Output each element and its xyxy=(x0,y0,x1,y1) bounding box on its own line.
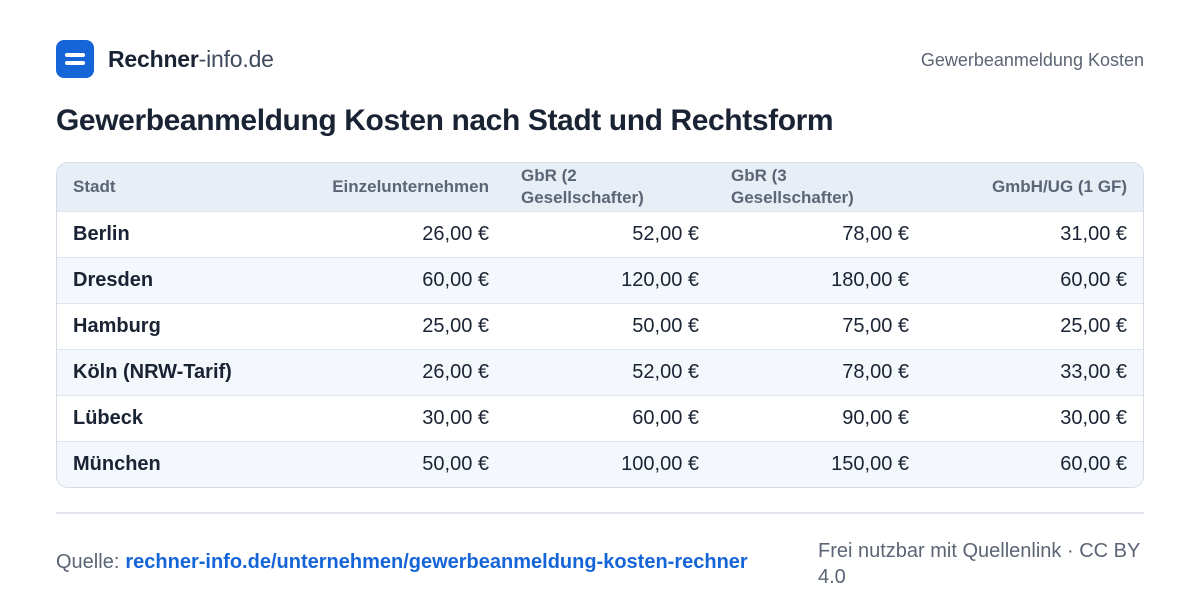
cell-city: Dresden xyxy=(73,268,154,291)
page-title: Gewerbeanmeldung Kosten nach Stadt und R… xyxy=(56,104,834,137)
column-header-einzelunternehmen: Einzelunternehmen xyxy=(332,176,489,196)
footer-divider xyxy=(56,512,1144,514)
table-row: Köln (NRW-Tarif) 26,00 € 52,00 € 78,00 €… xyxy=(57,349,1143,395)
cell-city: Berlin xyxy=(73,222,130,245)
column-header-gbr-3: GbR (3 Gesellschafter) xyxy=(731,165,854,207)
cell-gmbh-ug: 31,00 € xyxy=(1060,222,1127,245)
cell-gmbh-ug: 60,00 € xyxy=(1060,268,1127,291)
cell-city: Lübeck xyxy=(73,406,144,429)
cell-gbr-3: 78,00 € xyxy=(842,222,909,245)
cell-gbr-3: 78,00 € xyxy=(842,360,909,383)
cell-gbr-2: 50,00 € xyxy=(632,314,699,337)
column-header-stadt: Stadt xyxy=(73,176,116,196)
table-header-row: Stadt Einzelunternehmen GbR (2 Gesellsch… xyxy=(57,163,1143,211)
cell-city: München xyxy=(73,452,161,475)
cell-gbr-2: 120,00 € xyxy=(621,268,699,291)
logo-bar-bottom xyxy=(65,61,85,65)
table-row: Dresden 60,00 € 120,00 € 180,00 € 60,00 … xyxy=(57,257,1143,303)
cell-einzelunternehmen: 60,00 € xyxy=(422,268,489,291)
site-header: Rechner-info.de Gewerbeanmeldung Kosten xyxy=(56,40,1144,78)
page-label: Gewerbeanmeldung Kosten xyxy=(920,50,1144,70)
site-logo[interactable]: Rechner-info.de xyxy=(56,40,274,78)
cell-gmbh-ug: 60,00 € xyxy=(1060,452,1127,475)
table-row: Lübeck 30,00 € 60,00 € 90,00 € 30,00 € xyxy=(57,395,1143,441)
cell-einzelunternehmen: 26,00 € xyxy=(422,222,489,245)
cost-table-container: Stadt Einzelunternehmen GbR (2 Gesellsch… xyxy=(56,162,1144,488)
table-row: München 50,00 € 100,00 € 150,00 € 60,00 … xyxy=(57,441,1143,487)
cell-gbr-2: 60,00 € xyxy=(632,406,699,429)
footer: Quelle: rechner-info.de/unternehmen/gewer… xyxy=(56,538,1144,592)
cell-einzelunternehmen: 30,00 € xyxy=(422,406,489,429)
column-header-gbr-2: GbR (2 Gesellschafter) xyxy=(521,165,644,207)
cell-gmbh-ug: 30,00 € xyxy=(1060,406,1127,429)
table-row: Hamburg 25,00 € 50,00 € 75,00 € 25,00 € xyxy=(57,303,1143,349)
logo-wordmark: Rechner-info.de xyxy=(108,40,274,78)
cell-gbr-3: 75,00 € xyxy=(842,314,909,337)
cell-einzelunternehmen: 25,00 € xyxy=(422,314,489,337)
cell-einzelunternehmen: 50,00 € xyxy=(422,452,489,475)
cell-gbr-3: 180,00 € xyxy=(831,268,909,291)
cell-city: Köln (NRW-Tarif) xyxy=(73,360,232,383)
rechner-logo-icon xyxy=(56,40,94,78)
source-link[interactable]: rechner-info.de/unternehmen/gewerbeanmel… xyxy=(125,551,748,573)
logo-wordmark-light: -info.de xyxy=(198,46,274,72)
cell-gbr-3: 150,00 € xyxy=(831,452,909,475)
cell-einzelunternehmen: 26,00 € xyxy=(422,360,489,383)
cell-gbr-2: 100,00 € xyxy=(621,452,699,475)
logo-bar-top xyxy=(65,53,85,57)
source-line: Quelle: rechner-info.de/unternehmen/gewer… xyxy=(56,551,748,574)
table-row: Berlin 26,00 € 52,00 € 78,00 € 31,00 € xyxy=(57,211,1143,257)
cell-city: Hamburg xyxy=(73,314,161,337)
logo-wordmark-strong: Rechner xyxy=(108,46,199,72)
cell-gbr-3: 90,00 € xyxy=(842,406,909,429)
cost-table: Stadt Einzelunternehmen GbR (2 Gesellsch… xyxy=(57,163,1143,487)
source-label: Quelle: xyxy=(56,551,120,573)
cell-gbr-2: 52,00 € xyxy=(632,360,699,383)
cell-gmbh-ug: 25,00 € xyxy=(1060,314,1127,337)
license-text: Frei nutzbar mit Quellenlink · CC BY 4.0 xyxy=(818,540,1140,588)
cell-gmbh-ug: 33,00 € xyxy=(1060,360,1127,383)
cell-gbr-2: 52,00 € xyxy=(632,222,699,245)
column-header-gmbh-ug: GmbH/UG (1 GF) xyxy=(991,176,1127,196)
